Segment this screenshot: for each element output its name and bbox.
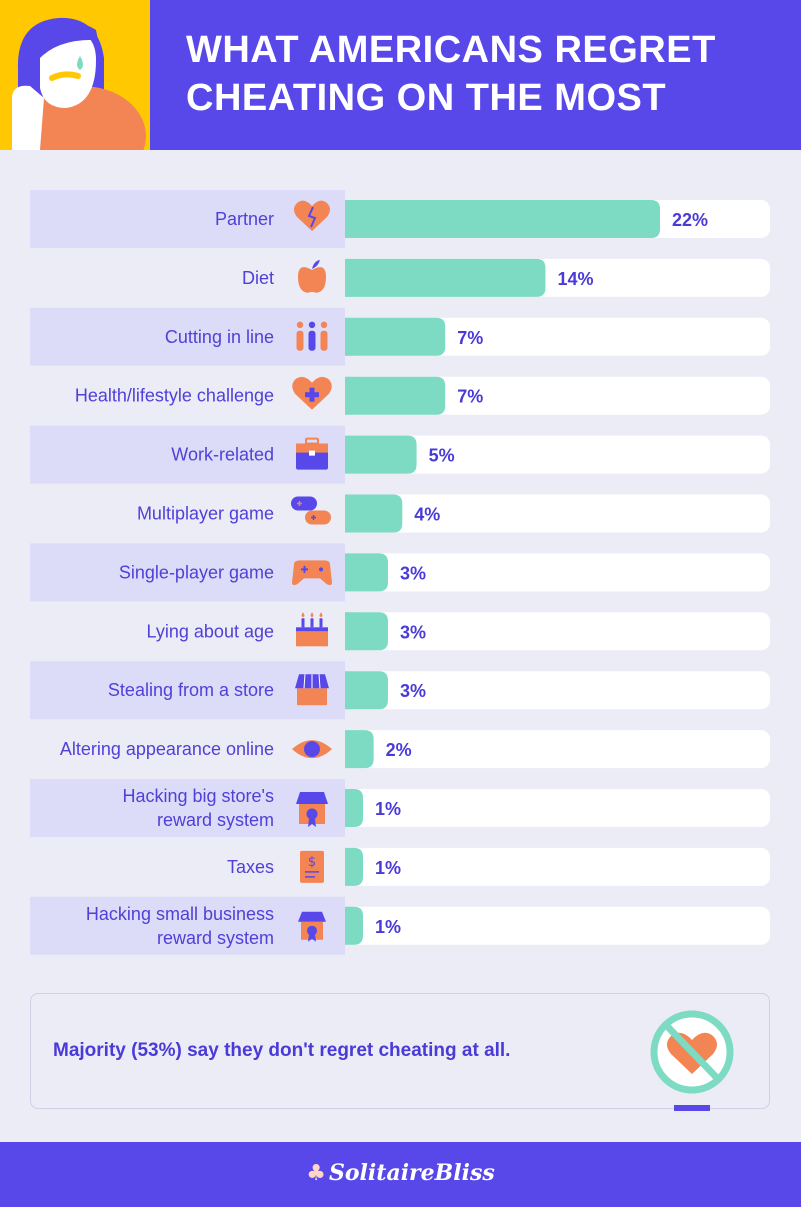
bar xyxy=(345,671,388,710)
bar-track xyxy=(345,671,770,710)
controller-icon xyxy=(292,560,332,586)
category-label: Hacking big store's xyxy=(122,786,274,806)
value-label: 3% xyxy=(400,681,426,701)
people-queue-icon xyxy=(296,321,328,351)
chart-row: Taxes $1% xyxy=(227,847,770,886)
chart-row: Single-player game 3% xyxy=(30,543,770,602)
birthday-cake-icon xyxy=(296,612,328,647)
label-band xyxy=(30,425,345,484)
header-banner: WHAT AMERICANS REGRET CHEATING ON THE MO… xyxy=(0,0,801,150)
bar-track xyxy=(345,730,770,769)
category-label: Single-player game xyxy=(119,562,274,582)
category-label: Multiplayer game xyxy=(137,504,274,524)
chart-row: Lying about age 3% xyxy=(147,612,770,651)
value-label: 3% xyxy=(400,622,426,642)
briefcase-icon xyxy=(296,437,328,470)
chart-row: Health/lifestyle challenge 7% xyxy=(75,376,770,415)
bar-track xyxy=(345,317,770,356)
category-label: reward system xyxy=(157,810,274,830)
label-band xyxy=(30,779,345,837)
chart-row: Cutting in line 7% xyxy=(30,307,770,366)
category-label: Stealing from a store xyxy=(108,680,274,700)
page-title: WHAT AMERICANS REGRET CHEATING ON THE MO… xyxy=(186,26,786,122)
bar-track xyxy=(345,435,770,474)
bar xyxy=(345,494,403,533)
small-store-badge-icon xyxy=(298,911,326,942)
chart-row: Partner 22% xyxy=(30,190,770,248)
no-heart-icon xyxy=(650,1010,734,1111)
category-label: Work-related xyxy=(171,445,274,465)
value-label: 7% xyxy=(457,387,483,407)
footer-banner: ♣ SolitaireBliss xyxy=(0,1142,801,1207)
value-label: 2% xyxy=(386,740,412,760)
value-label: 3% xyxy=(400,563,426,583)
apple-icon xyxy=(298,259,326,293)
bar-track xyxy=(345,789,770,827)
brand-name: SolitaireBliss xyxy=(329,1160,495,1186)
two-controllers-icon xyxy=(291,496,331,525)
label-band xyxy=(30,661,345,720)
bar-track xyxy=(345,612,770,651)
bar xyxy=(345,906,363,945)
bar xyxy=(345,317,446,356)
value-label: 1% xyxy=(375,917,401,937)
value-label: 22% xyxy=(672,210,708,230)
bar-track xyxy=(345,847,770,886)
bar xyxy=(345,200,660,238)
title-line-1: WHAT AMERICANS REGRET xyxy=(186,29,716,71)
broken-heart-icon xyxy=(294,200,330,231)
label-band xyxy=(30,307,345,366)
chart-row: Stealing from a store 3% xyxy=(30,661,770,720)
svg-text:$: $ xyxy=(308,855,316,870)
bar xyxy=(345,553,388,592)
value-label: 5% xyxy=(429,446,455,466)
store-badge-icon xyxy=(296,792,328,827)
value-label: 4% xyxy=(414,505,440,525)
bar xyxy=(345,435,417,474)
crying-person-illustration xyxy=(0,0,150,150)
chart-row: Multiplayer game 4% xyxy=(137,494,770,533)
category-label: Diet xyxy=(242,268,274,288)
bar xyxy=(345,258,546,297)
bar-track xyxy=(345,553,770,592)
brand-logo: ♣ SolitaireBliss xyxy=(0,1160,801,1186)
bar xyxy=(345,847,363,886)
label-band xyxy=(30,896,345,955)
card-suits-icon: ♣ xyxy=(306,1160,326,1186)
bar xyxy=(345,789,363,827)
bar-track xyxy=(345,906,770,945)
chart-row: Work-related 5% xyxy=(30,425,770,484)
storefront-icon xyxy=(295,674,329,706)
title-line-2: CHEATING ON THE MOST xyxy=(186,77,667,119)
callout-text: Majority (53%) say they don't regret che… xyxy=(53,1040,511,1061)
bar xyxy=(345,730,374,769)
value-label: 7% xyxy=(457,328,483,348)
label-band xyxy=(30,190,345,248)
bar xyxy=(345,612,388,651)
chart-row: Hacking small business reward system 1% xyxy=(30,896,770,955)
category-label: Taxes xyxy=(227,857,274,877)
chart-row: Altering appearance online 2% xyxy=(60,730,770,769)
chart-row: Diet 14% xyxy=(242,258,770,297)
category-label: Lying about age xyxy=(147,621,274,641)
bar-track xyxy=(345,376,770,415)
value-label: 1% xyxy=(375,799,401,819)
category-label: Partner xyxy=(215,209,274,229)
category-label: Altering appearance online xyxy=(60,739,274,759)
value-label: 14% xyxy=(557,269,593,289)
category-label: Hacking small business xyxy=(86,904,274,924)
bar xyxy=(345,376,446,415)
label-band xyxy=(30,543,345,602)
bar-track xyxy=(345,494,770,533)
tax-document-icon: $ xyxy=(300,850,324,883)
callout-box: Majority (53%) say they don't regret che… xyxy=(30,993,770,1111)
eye-icon xyxy=(292,740,332,759)
category-label: Health/lifestyle challenge xyxy=(75,386,274,406)
category-label: reward system xyxy=(157,928,274,948)
category-label: Cutting in line xyxy=(165,327,274,347)
chart-row: Hacking big store's reward system 1% xyxy=(30,779,770,837)
heart-plus-icon xyxy=(292,376,332,410)
value-label: 1% xyxy=(375,858,401,878)
